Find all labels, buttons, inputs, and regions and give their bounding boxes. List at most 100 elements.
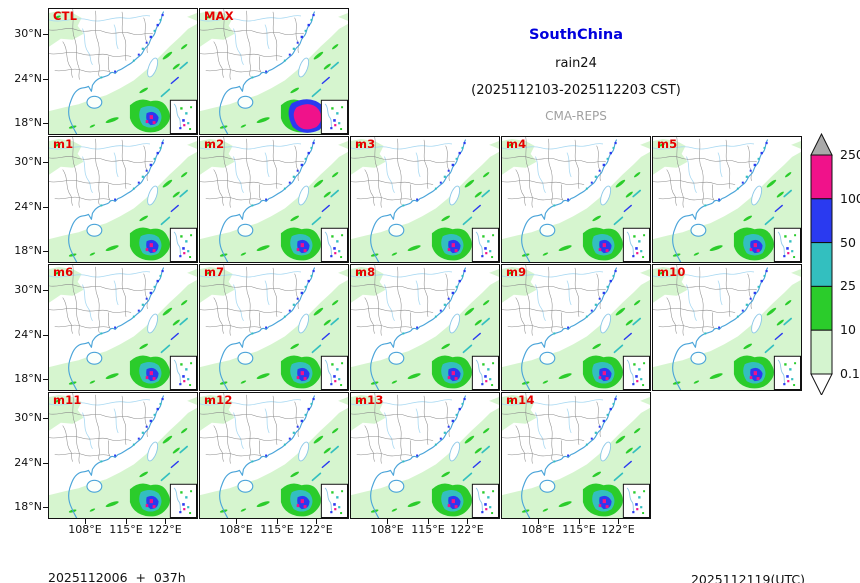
- map-panel: m3: [350, 136, 500, 263]
- colorbar-tick-label: 25: [840, 278, 856, 294]
- south-china-sea-inset: [773, 227, 801, 262]
- valid-period: (2025112103-2025112203 CST): [471, 83, 681, 98]
- footer-valid-times: 2025112119(UTC) 2025112203(CST): [691, 541, 805, 583]
- map-panel: m11 30°N 24°N 18°N 108°E 115°E 122°E: [14, 392, 198, 536]
- panel-label: m12: [204, 393, 233, 407]
- x-tick-label: 115°E: [411, 523, 445, 536]
- map-plot: [653, 265, 801, 390]
- x-tick-label: 122°E: [148, 523, 182, 536]
- panel-label: m9: [506, 265, 527, 279]
- south-china-sea-inset: [320, 227, 348, 262]
- map-plot: [49, 265, 197, 390]
- map-panel: m2: [199, 136, 349, 263]
- x-tick-label: 122°E: [299, 523, 333, 536]
- x-tick-label: 108°E: [521, 523, 555, 536]
- y-tick-mark: [43, 418, 49, 420]
- map-plot: [351, 265, 499, 390]
- y-tick-mark: [43, 463, 49, 465]
- y-tick-label: 24°N: [14, 328, 42, 341]
- panel-label: m7: [204, 265, 225, 279]
- map-plot: [200, 9, 348, 134]
- map-plot: [49, 9, 197, 134]
- map-plot: [200, 393, 348, 518]
- panel-label: m2: [204, 137, 225, 151]
- south-china-sea-inset: [169, 99, 197, 134]
- y-tick-label: 30°N: [14, 411, 42, 424]
- map-panel: m12 108°E 115°E 122°E: [199, 392, 349, 536]
- south-china-sea-inset: [169, 483, 197, 518]
- x-tick-mark: [387, 519, 389, 524]
- y-tick-label: 30°N: [14, 27, 42, 40]
- y-tick-mark: [43, 507, 49, 509]
- colorbar-tick-label: 0.1: [840, 366, 860, 381]
- south-china-sea-inset: [169, 355, 197, 390]
- x-tick-mark: [165, 519, 167, 524]
- y-tick-mark: [43, 162, 49, 164]
- map-plot: [49, 393, 197, 518]
- x-tick-label: 108°E: [370, 523, 404, 536]
- y-tick-mark: [43, 207, 49, 209]
- panel-label: m6: [53, 265, 74, 279]
- map-plot: [351, 137, 499, 262]
- x-tick-label: 122°E: [450, 523, 484, 536]
- x-tick-label: 115°E: [562, 523, 596, 536]
- x-tick-mark: [85, 519, 87, 524]
- south-china-sea-inset: [320, 483, 348, 518]
- panel-label: m14: [506, 393, 535, 407]
- panel-label: MAX: [204, 9, 234, 23]
- panel-label: m1: [53, 137, 74, 151]
- map-panel: MAX: [199, 8, 349, 135]
- y-tick-mark: [43, 123, 49, 125]
- x-tick-mark: [236, 519, 238, 524]
- x-tick-label: 108°E: [219, 523, 253, 536]
- y-tick-label: 18°N: [14, 116, 42, 129]
- south-china-sea-inset: [169, 227, 197, 262]
- panel-label: m13: [355, 393, 384, 407]
- y-tick-label: 18°N: [14, 500, 42, 513]
- y-tick-label: 24°N: [14, 200, 42, 213]
- map-panel: m9: [501, 264, 651, 391]
- panel-label: m11: [53, 393, 82, 407]
- south-china-sea-inset: [471, 355, 499, 390]
- panel-label: m5: [657, 137, 678, 151]
- map-panel: m13 108°E 115°E 122°E: [350, 392, 500, 536]
- y-tick-mark: [43, 379, 49, 381]
- x-tick-mark: [579, 519, 581, 524]
- south-china-sea-inset: [622, 355, 650, 390]
- region-title: SouthChina: [528, 27, 624, 43]
- x-tick-mark: [126, 519, 128, 524]
- x-tick-mark: [538, 519, 540, 524]
- y-tick-label: 24°N: [14, 456, 42, 469]
- init-run-1: 2025112006 + 037h: [48, 570, 186, 583]
- y-tick-label: 30°N: [14, 155, 42, 168]
- colorbar-tick-label: 10: [840, 322, 856, 338]
- south-china-sea-inset: [471, 227, 499, 262]
- max-rain-overlay: [288, 99, 326, 133]
- south-china-sea-inset: [320, 99, 348, 134]
- x-tick-label: 122°E: [601, 523, 635, 536]
- panel-label: m10: [657, 265, 686, 279]
- x-tick-label: 115°E: [109, 523, 143, 536]
- x-tick-mark: [428, 519, 430, 524]
- x-tick-mark: [316, 519, 318, 524]
- valid-utc: 2025112119(UTC): [690, 572, 805, 583]
- map-panel: m7: [199, 264, 349, 391]
- colorbar: 250 100 50 25 10 0.1: [810, 132, 860, 397]
- map-plot: [49, 137, 197, 262]
- map-panel: m6 30°N 24°N 18°N: [14, 264, 198, 391]
- x-tick-mark: [277, 519, 279, 524]
- x-tick-mark: [467, 519, 469, 524]
- y-tick-mark: [43, 34, 49, 36]
- map-plot: [200, 265, 348, 390]
- x-tick-label: 115°E: [260, 523, 294, 536]
- model-name: CMA-REPS: [545, 109, 607, 123]
- panel-label: m8: [355, 265, 376, 279]
- y-tick-mark: [43, 335, 49, 337]
- map-plot: [200, 137, 348, 262]
- x-tick-mark: [618, 519, 620, 524]
- variable-title: rain24: [555, 56, 597, 71]
- south-china-sea-inset: [773, 355, 801, 390]
- map-panel: CTL 30°N 24°N 18°N: [14, 8, 198, 135]
- map-plot: [502, 265, 650, 390]
